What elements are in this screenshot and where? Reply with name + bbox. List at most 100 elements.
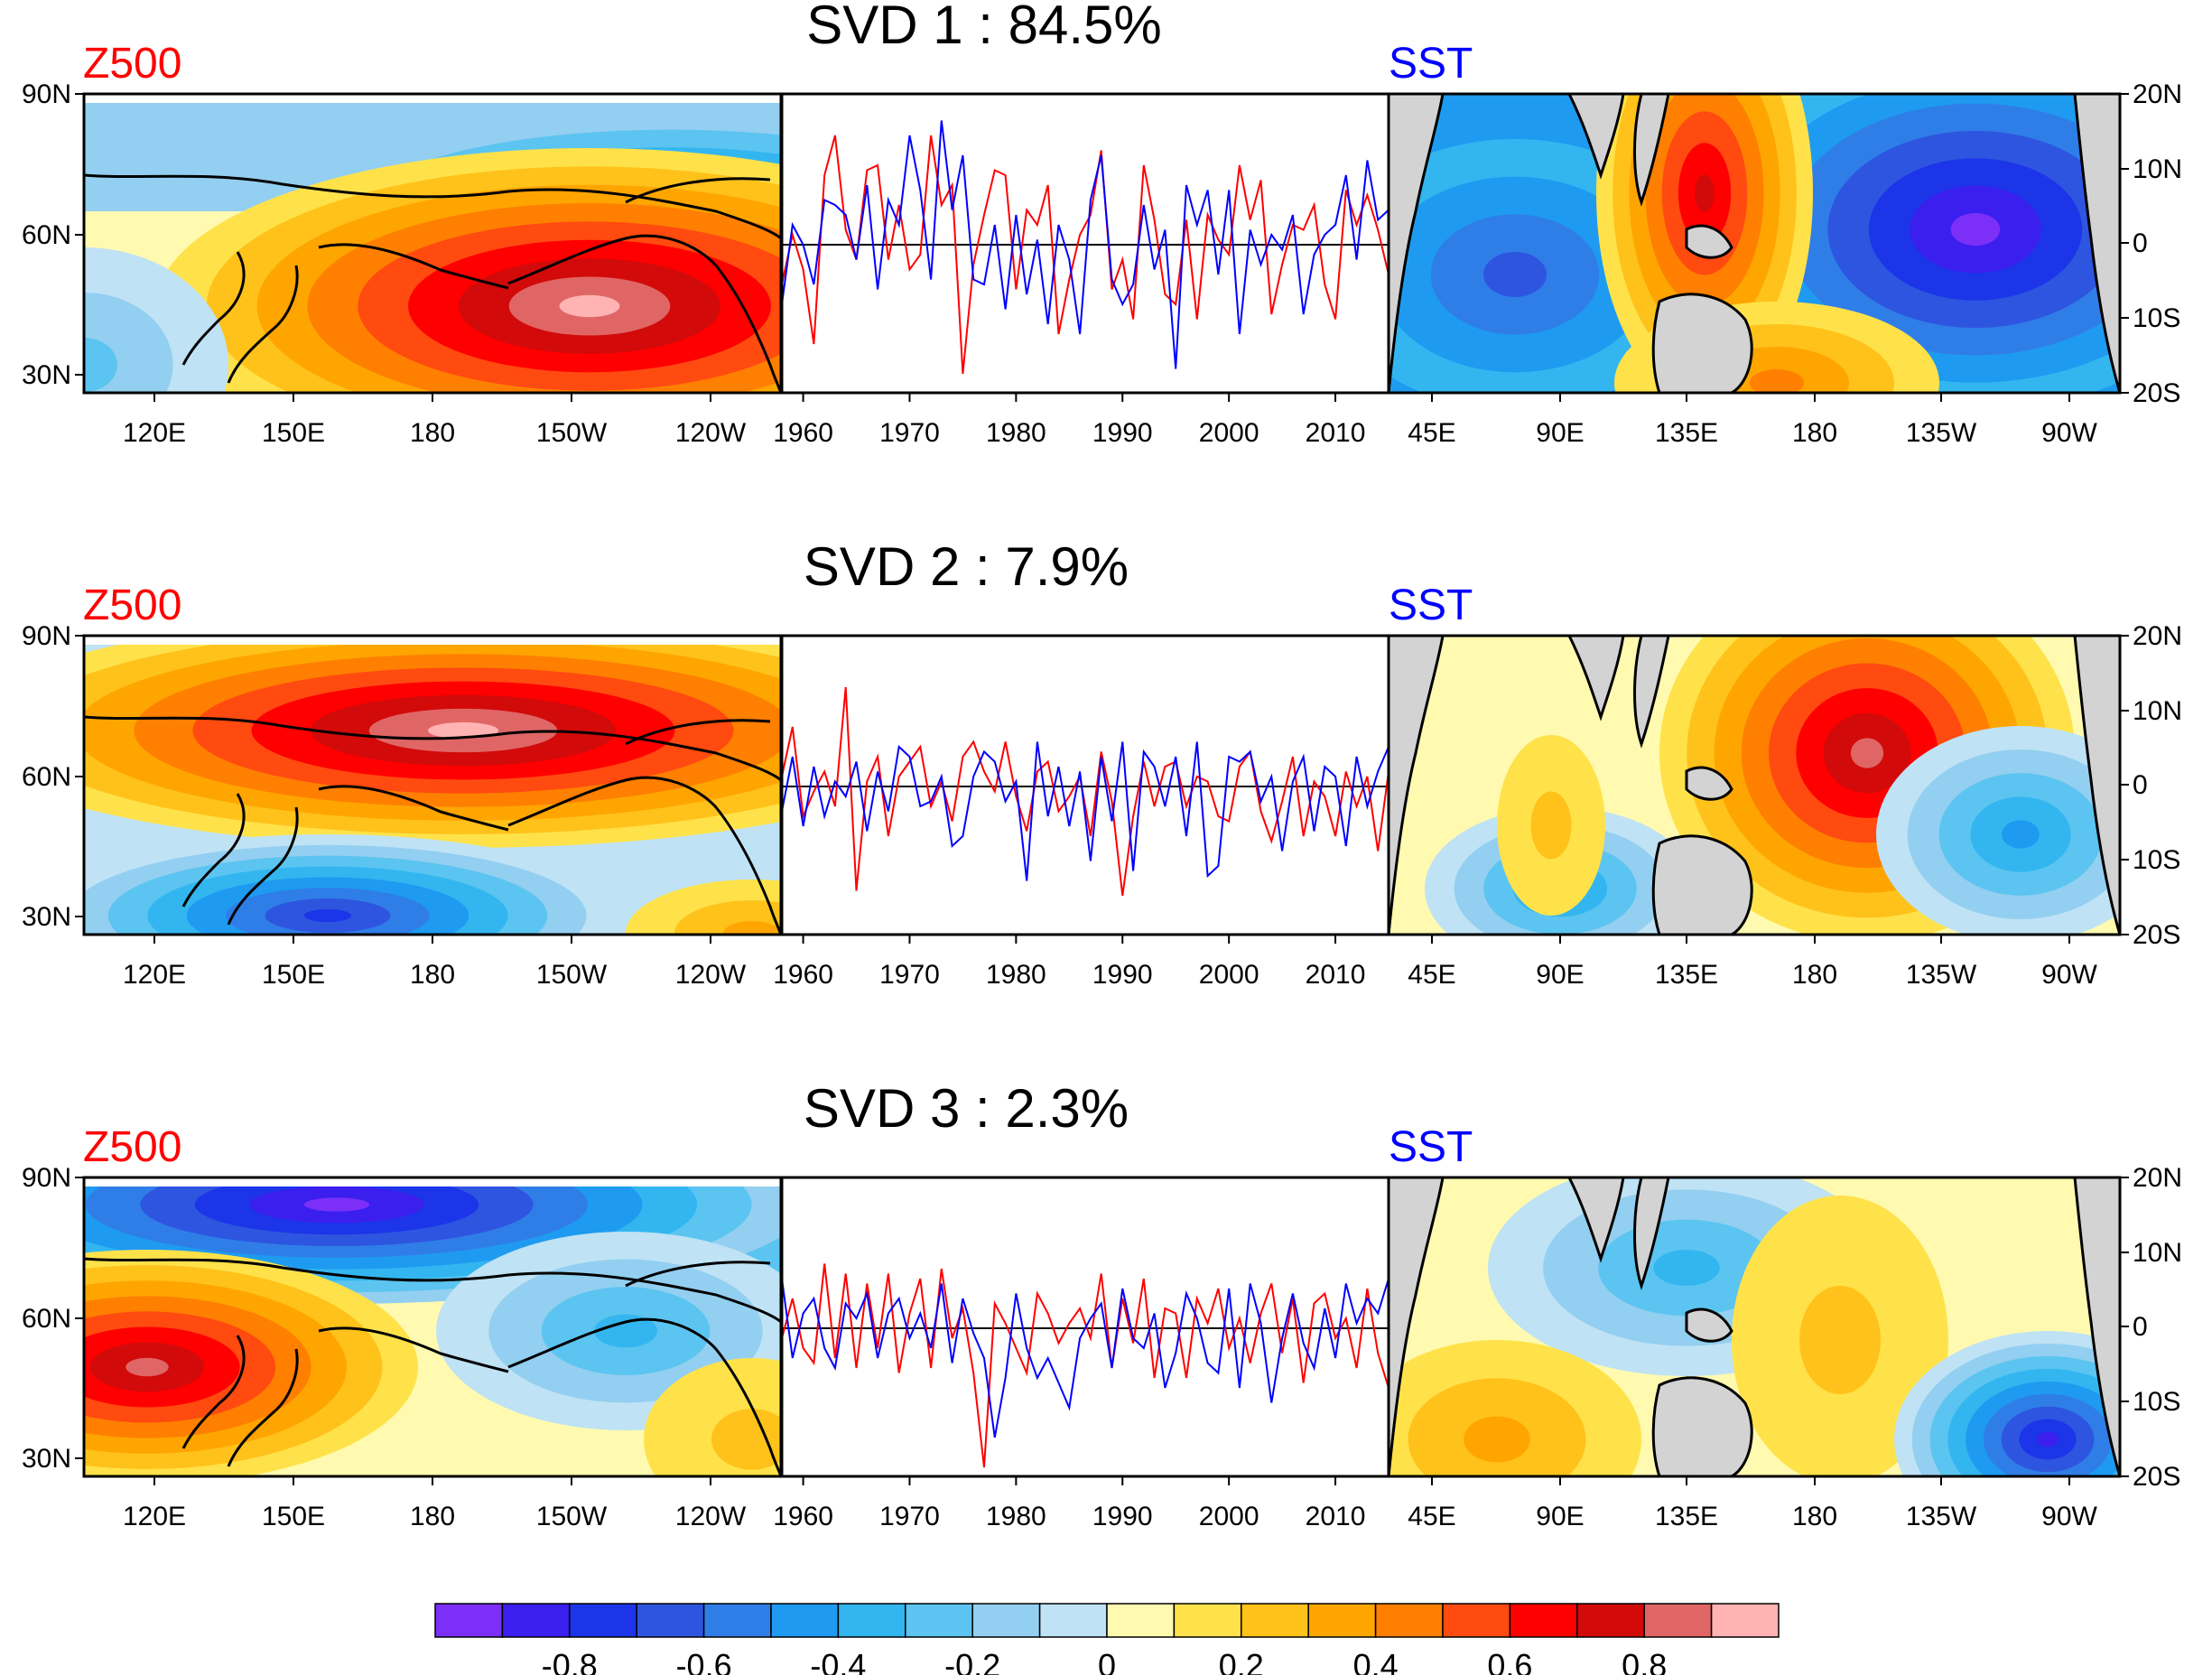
contour-band xyxy=(1950,212,2001,247)
year-tick-label: 1980 xyxy=(986,418,1046,448)
contour-band xyxy=(2002,820,2040,849)
year-tick-label: 1960 xyxy=(773,418,833,448)
anomaly-contours xyxy=(1876,726,2120,935)
lon-tick-label: 120W xyxy=(675,418,747,448)
lat-tick-label: 10N xyxy=(2133,154,2182,184)
sst-map: 20N 10N 0 10S 20S 45E 90E 135E 180 135W 90W xyxy=(1387,621,2182,990)
lon-tick-label: 150E xyxy=(262,418,325,448)
year-tick-label: 2010 xyxy=(1306,1502,1366,1531)
lon-tick-label: 45E xyxy=(1408,418,1455,448)
colorbar-box xyxy=(1374,1603,1444,1638)
lon-tick-label: 120E xyxy=(123,418,186,448)
colorbar-tick-label: 0.4 xyxy=(1353,1647,1399,1675)
lat-tick-label: 20N xyxy=(2133,1163,2182,1193)
lon-tick-label: 135W xyxy=(1906,960,1977,990)
contour-band xyxy=(722,921,781,935)
colorbar-box xyxy=(971,1603,1041,1638)
lon-tick-label: 90E xyxy=(1536,1502,1584,1531)
lon-tick-label: 150W xyxy=(536,1502,608,1531)
year-tick-label: 2000 xyxy=(1199,1502,1259,1531)
lon-tick-label: 150E xyxy=(262,1502,325,1531)
contour-band xyxy=(427,721,499,740)
year-tick-label: 1990 xyxy=(1092,1502,1153,1531)
contour-band xyxy=(1850,738,1884,768)
contour-band xyxy=(1799,1286,1881,1394)
series-blue-line xyxy=(781,120,1389,369)
contour-band xyxy=(125,1357,169,1377)
sst-map: 20N 10N 0 10S 20S 45E 90E 135E 180 135W 90W xyxy=(1387,79,2182,448)
z500-label: Z500 xyxy=(83,40,181,88)
colorbar-box xyxy=(837,1603,906,1638)
svd-panel-3: SVD 3 : 2.3% Z500 SST 90N 60N 30N 120E 150E 1… xyxy=(22,1078,2182,1531)
lon-tick-label: 135E xyxy=(1655,960,1718,990)
expansion-coefficient-plot: 1960 1970 1980 1990 2000 2010 xyxy=(773,92,1390,448)
colorbar-box xyxy=(1241,1603,1309,1638)
lon-tick-label: 150W xyxy=(536,418,608,448)
coastline xyxy=(84,173,781,393)
sst-label: SST xyxy=(1389,1123,1473,1171)
lon-tick-label: 45E xyxy=(1408,1502,1455,1531)
lat-tick-label: 0 xyxy=(2133,770,2148,800)
colorbar-tick-label: 0.8 xyxy=(1622,1647,1667,1675)
svd-panel-1: SVD 1 : 84.5% Z500 SST 90N 60N 30N 120E 150E… xyxy=(22,0,2182,448)
no-data-strip xyxy=(84,1177,781,1186)
year-tick-label: 2000 xyxy=(1199,418,1259,448)
land-mask xyxy=(1389,94,2120,393)
lat-tick-label: 90N xyxy=(22,1163,71,1193)
year-tick-label: 2010 xyxy=(1306,418,1366,448)
expansion-coefficient-plot: 1960 1970 1980 1990 2000 2010 xyxy=(773,634,1390,990)
year-tick-label: 1970 xyxy=(879,418,940,448)
contour-band xyxy=(1530,791,1572,860)
colorbar-box xyxy=(1307,1603,1377,1638)
colorbar-box xyxy=(1643,1603,1713,1638)
colorbar-tick-label: -0.2 xyxy=(944,1647,1000,1675)
lon-tick-label: 150W xyxy=(536,960,608,990)
lat-tick-label: 90N xyxy=(22,621,71,651)
year-tick-label: 1980 xyxy=(986,1502,1046,1531)
contour-band xyxy=(1695,174,1715,212)
lat-tick-label: 60N xyxy=(22,762,71,792)
contour-band xyxy=(1653,1250,1720,1286)
lat-tick-label: 10N xyxy=(2133,696,2182,726)
lon-tick-label: 90W xyxy=(2041,960,2097,990)
lon-tick-label: 135E xyxy=(1655,418,1718,448)
anomaly-contours xyxy=(1389,1340,1641,1476)
contour-band xyxy=(303,908,352,923)
colorbar-box xyxy=(434,1603,504,1638)
panel-title: SVD 2 : 7.9% xyxy=(804,536,1129,597)
colorbar-box xyxy=(702,1603,772,1638)
sst-field xyxy=(1389,636,2120,935)
colorbar-box xyxy=(1710,1603,1780,1638)
lat-tick-label: 0 xyxy=(2133,1312,2148,1342)
series-blue-line xyxy=(781,741,1389,881)
series-red-line xyxy=(781,686,1389,897)
z500-label: Z500 xyxy=(83,582,181,629)
land-mask xyxy=(1389,1177,2120,1476)
lat-tick-label: 60N xyxy=(22,1304,71,1334)
lon-tick-label: 180 xyxy=(1792,418,1837,448)
z500-field xyxy=(84,94,781,393)
colorbar-tick-label: 0.6 xyxy=(1487,1647,1532,1675)
lat-tick-label: 10S xyxy=(2133,1387,2180,1417)
lon-tick-label: 180 xyxy=(1792,1502,1837,1531)
colorbar-box xyxy=(1106,1603,1176,1638)
contour-band xyxy=(1464,1416,1530,1463)
lat-tick-label: 0 xyxy=(2133,228,2148,258)
colorbar-tick-label: -0.6 xyxy=(676,1647,732,1675)
sst-field xyxy=(1389,1177,2120,1476)
colorbar-box xyxy=(905,1603,973,1638)
z500-field xyxy=(84,1177,781,1476)
contour-band xyxy=(84,338,117,392)
lon-tick-label: 120E xyxy=(123,1502,186,1531)
lat-tick-label: 20S xyxy=(2133,920,2180,950)
year-tick-label: 1970 xyxy=(879,1502,940,1531)
contour-band xyxy=(303,1197,370,1212)
lat-tick-label: 20S xyxy=(2133,1462,2180,1492)
contour-band xyxy=(1750,369,1804,393)
contour-band xyxy=(2037,1431,2059,1447)
no-data-strip xyxy=(84,94,781,103)
year-tick-label: 1990 xyxy=(1092,960,1153,990)
contour-band xyxy=(1483,252,1547,297)
lon-tick-label: 90W xyxy=(2041,1502,2097,1531)
sst-label: SST xyxy=(1389,582,1473,629)
